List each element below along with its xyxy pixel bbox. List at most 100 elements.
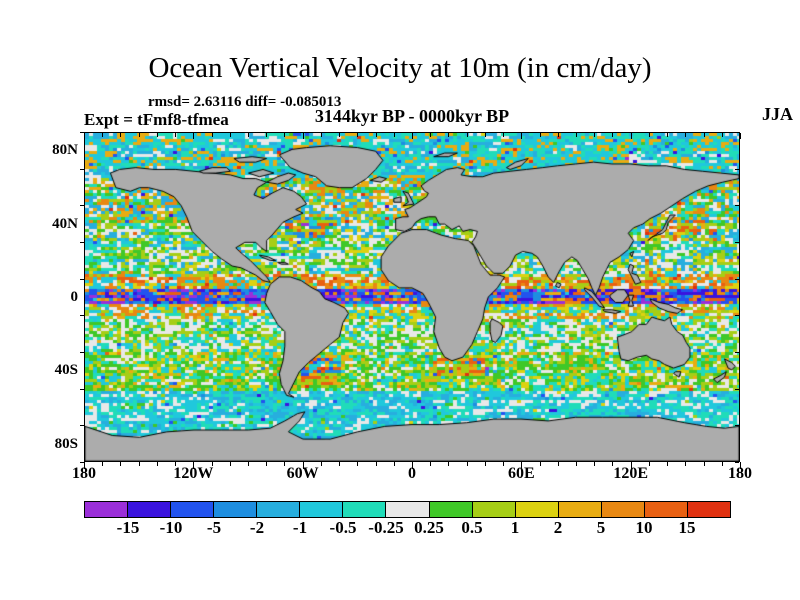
x-axis-tick: [375, 462, 377, 466]
x-axis-tick-top: [685, 133, 687, 137]
period-label: 3144kyr BP - 0000kyr BP: [314, 106, 510, 126]
colorbar-tick-label: 0.5: [461, 518, 483, 537]
x-axis-tick: [612, 462, 614, 466]
x-axis-tick-top: [612, 133, 614, 137]
x-axis-tick-top: [193, 133, 195, 139]
colorbar-tick-label: 0.25: [414, 518, 444, 537]
x-axis-tick: [120, 462, 122, 466]
x-axis-tick: [284, 462, 286, 466]
x-axis-tick: [138, 462, 140, 466]
y-axis-tick-right: [735, 462, 739, 463]
x-axis-tick-top: [667, 133, 669, 137]
x-axis-tick-top: [503, 133, 505, 137]
y-axis-tick-right: [735, 168, 739, 170]
x-axis-tick-top: [648, 133, 650, 137]
colorbar-tick-label: -0.25: [368, 518, 404, 537]
colorbar: [84, 501, 731, 518]
x-axis-tick: [594, 462, 596, 466]
colorbar-tick-label: 1: [510, 518, 520, 537]
x-axis-tick-top: [357, 133, 359, 137]
x-axis-tick: [448, 462, 450, 466]
x-axis-tick-top: [339, 133, 341, 137]
x-axis-tick-top: [375, 133, 377, 137]
y-axis-tick: [80, 352, 84, 353]
x-axis-tick: [320, 462, 322, 466]
x-axis-tick-top: [284, 133, 286, 137]
x-axis-tick-top: [320, 133, 322, 137]
x-axis-tick: [393, 462, 395, 466]
map-plot-area: [84, 132, 740, 462]
x-axis-tick-label: 60W: [286, 465, 319, 482]
colorbar-tick-label: 2: [553, 518, 563, 537]
x-axis-tick: [521, 462, 523, 469]
x-axis-tick-top: [302, 133, 304, 139]
x-axis-tick-top: [156, 133, 158, 137]
x-axis-tick-top: [138, 133, 140, 137]
x-axis-tick-label: 120W: [173, 465, 214, 482]
x-axis-tick-label: 120E: [613, 465, 648, 482]
colorbar-segment: [644, 502, 688, 517]
x-axis-tick: [193, 462, 195, 469]
season-label: JJA: [762, 104, 793, 124]
figure-title: Ocean Vertical Velocity at 10m (in cm/da…: [148, 52, 652, 84]
y-axis-tick-right: [735, 132, 739, 133]
x-axis-tick-top: [466, 133, 468, 137]
colorbar-tick-label: -1: [292, 518, 308, 537]
y-axis-tick: [80, 242, 84, 243]
x-axis-tick: [266, 462, 268, 466]
x-axis-tick-top: [102, 133, 104, 137]
y-axis-tick-right: [735, 352, 739, 353]
x-axis-tick-top: [630, 133, 632, 139]
x-axis-tick: [229, 462, 231, 466]
experiment-label: Expt = tFmf8-tfmea: [84, 110, 229, 129]
x-axis-tick: [740, 462, 741, 469]
x-axis-tick-top: [229, 133, 231, 137]
y-axis-tick: [80, 168, 84, 170]
x-axis-tick: [576, 462, 577, 466]
y-axis-tick-label: 40N: [52, 215, 78, 232]
colorbar-tick-label: -15: [116, 518, 140, 537]
x-axis-tick: [557, 462, 559, 466]
y-axis-tick: [80, 315, 84, 317]
x-axis-tick: [156, 462, 158, 466]
y-axis-tick-label: 80N: [52, 142, 78, 159]
y-axis-tick-label: 0: [70, 289, 79, 305]
colorbar-segment: [171, 502, 215, 517]
colorbar-tick-label: 10: [635, 518, 653, 537]
y-axis-tick: [80, 425, 84, 427]
y-axis-tick: [80, 388, 84, 390]
y-axis-tick-label: 40S: [54, 362, 78, 379]
x-axis-tick-top: [266, 133, 268, 137]
colorbar-segment: [386, 502, 430, 517]
x-axis-tick-label: 0: [408, 465, 416, 482]
x-axis-tick: [630, 462, 632, 469]
y-axis-tick-right: [735, 315, 739, 317]
colorbar-segment: [300, 502, 344, 517]
ocean-velocity-heatmap: [85, 133, 739, 461]
x-axis-tick-label: 180: [728, 465, 752, 482]
x-axis-tick-top: [393, 133, 395, 137]
colorbar-tick-label: -5: [206, 518, 222, 537]
x-axis-tick: [412, 462, 413, 469]
x-axis-tick-top: [412, 133, 413, 139]
colorbar-segment: [214, 502, 258, 517]
y-axis-tick: [80, 205, 84, 207]
y-axis-tick: [80, 132, 84, 133]
x-axis-tick: [211, 462, 213, 466]
x-axis-tick-top: [703, 133, 705, 137]
colorbar-segment: [472, 502, 516, 517]
y-axis-tick-right: [735, 278, 739, 280]
x-axis-tick-top: [539, 133, 541, 137]
y-axis-tick: [80, 462, 84, 463]
x-axis-tick-top: [740, 133, 741, 139]
x-axis-tick: [503, 462, 505, 466]
x-axis-tick-top: [248, 133, 249, 137]
y-axis-tick-label: 80S: [54, 435, 78, 452]
x-axis-tick: [175, 462, 177, 466]
x-axis-tick: [539, 462, 541, 466]
y-axis-tick-right: [735, 425, 739, 427]
x-axis-tick-top: [211, 133, 213, 137]
x-axis-tick-top: [430, 133, 432, 137]
x-axis-tick: [484, 462, 486, 466]
x-axis-tick: [84, 462, 85, 469]
